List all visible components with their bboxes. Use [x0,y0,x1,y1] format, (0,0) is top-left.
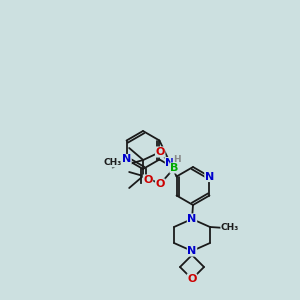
Text: H: H [173,155,181,164]
Text: N: N [165,158,175,167]
Text: B: B [170,163,178,173]
Text: N: N [188,214,196,224]
Text: O: O [155,147,165,157]
Text: CH₃: CH₃ [221,224,239,232]
Text: O: O [187,274,197,284]
Text: N: N [205,172,214,182]
Text: O: O [143,175,153,185]
Text: N: N [188,246,196,256]
Text: N: N [122,154,131,164]
Text: CH₃: CH₃ [103,158,122,167]
Text: O: O [155,179,165,189]
